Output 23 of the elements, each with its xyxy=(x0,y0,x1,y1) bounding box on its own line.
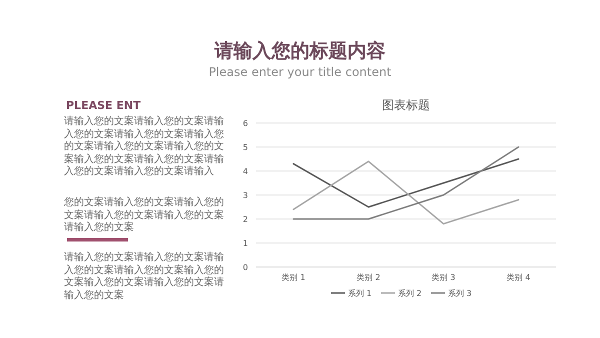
chart-title: 图表标题 xyxy=(382,98,430,112)
line-series xyxy=(292,158,520,208)
legend-label: 系列 1 xyxy=(348,289,372,298)
legend-label: 系列 3 xyxy=(448,289,472,298)
text: 您的文案请输入您的文案请输入您的文案请输入您的文案请输入您的文案请输入您的文案 xyxy=(64,197,225,234)
text: PLEASE ENT xyxy=(66,99,141,112)
x-tick-label: 类别 4 xyxy=(506,273,530,282)
line-series xyxy=(292,160,520,225)
y-tick-label: 4 xyxy=(242,167,248,176)
y-tick-label: 6 xyxy=(242,119,248,128)
y-tick-label: 3 xyxy=(242,191,248,200)
y-tick-label: 2 xyxy=(242,215,248,224)
x-tick-label: 类别 3 xyxy=(432,273,456,282)
y-tick-label: 5 xyxy=(242,143,248,152)
y-tick-label: 1 xyxy=(242,239,248,248)
text: Please enter your title content xyxy=(208,65,392,79)
legend-label: 系列 2 xyxy=(398,289,422,298)
x-tick-label: 类别 2 xyxy=(356,273,380,282)
text: 请输入您的标题内容 xyxy=(213,39,386,64)
y-tick-label: 0 xyxy=(242,263,248,272)
x-tick-label: 类别 1 xyxy=(282,273,306,282)
text: 请输入您的文案请输入您的文案请输入您的文案请输入您的文案输入您的文案输入您的文案请输入您的文案请输入您的文案 xyxy=(64,252,225,302)
text: 请输入您的文案请输入您的文案请输入您的文案请输入您的文案请输入您的文案请输入您的文案请输入您的文案输入您的文案请输入您的文案请输入您的文案请输入您的文案请输入 xyxy=(64,116,225,178)
